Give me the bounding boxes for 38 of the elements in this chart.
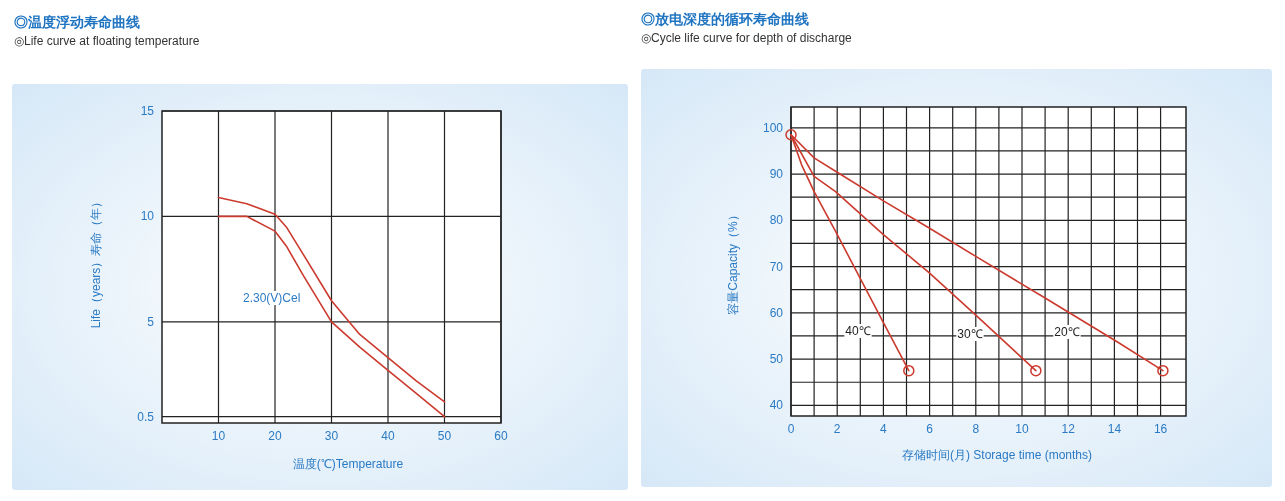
chart-subtitle: ◎Cycle life curve for depth of discharge xyxy=(641,31,853,45)
x-tick-label: 16 xyxy=(1153,422,1168,436)
x-tick-label: 0 xyxy=(787,422,795,436)
x-axis-title: 存储时间(月) Storage time (months) xyxy=(901,448,1093,462)
annotation: 40℃ xyxy=(845,324,871,338)
x-tick-label: 60 xyxy=(494,429,508,443)
y-tick-label: 80 xyxy=(769,213,784,228)
y-tick-label: 40 xyxy=(769,398,784,413)
x-axis-title: 温度(℃)Temperature xyxy=(292,457,404,471)
annotation: 2.30(V)Cel xyxy=(243,291,301,305)
x-tick-label: 4 xyxy=(880,422,888,436)
chart-subtitle: ◎Life curve at floating temperature xyxy=(14,34,200,48)
y-tick-label: 15 xyxy=(140,104,155,118)
x-tick-label: 30 xyxy=(324,429,339,443)
x-tick-label: 12 xyxy=(1061,422,1076,436)
x-tick-label: 10 xyxy=(211,429,226,443)
x-tick-label: 40 xyxy=(381,429,395,443)
chart-title: ◎温度浮动寿命曲线 xyxy=(14,14,140,30)
annotation: 20℃ xyxy=(1054,325,1080,339)
chart-title: ◎放电深度的循环寿命曲线 xyxy=(641,11,809,27)
x-tick-label: 50 xyxy=(437,429,452,443)
x-tick-label: 20 xyxy=(268,429,282,443)
y-tick-label: 50 xyxy=(769,352,784,367)
y-tick-label: 10 xyxy=(140,209,155,224)
annotation: 30℃ xyxy=(957,327,983,341)
y-tick-label: 90 xyxy=(769,167,784,182)
y-axis-title: 容量Capacity（%） xyxy=(726,209,740,315)
x-tick-label: 6 xyxy=(926,422,934,436)
y-axis-title: Life（years）寿命（年） xyxy=(89,195,103,329)
y-tick-label: 70 xyxy=(769,259,784,274)
y-tick-label: 100 xyxy=(762,120,784,135)
x-tick-label: 10 xyxy=(1015,422,1029,436)
y-tick-label: 60 xyxy=(769,305,784,320)
y-tick-label: 5 xyxy=(147,314,155,329)
x-tick-label: 2 xyxy=(833,422,841,436)
x-tick-label: 8 xyxy=(972,422,980,436)
y-tick-label: 0.5 xyxy=(137,409,155,424)
x-tick-label: 14 xyxy=(1107,422,1122,436)
